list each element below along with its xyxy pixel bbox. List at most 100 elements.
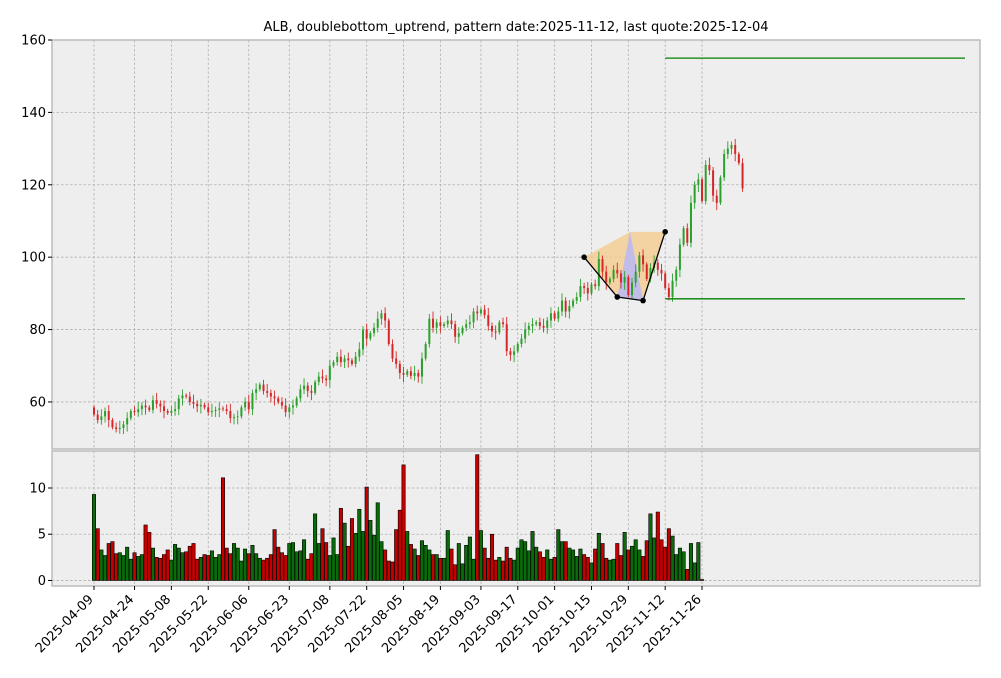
volume-bar: [383, 549, 388, 581]
volume-bar: [644, 540, 649, 581]
volume-bar: [368, 520, 373, 581]
price-panel: [51, 39, 981, 450]
volume-bar: [287, 543, 292, 581]
volume-bar: [338, 508, 343, 581]
volume-bar: [195, 558, 200, 581]
candle-body: [432, 318, 435, 328]
candle-body: [723, 154, 726, 178]
volume-bar: [408, 544, 413, 581]
candle-body: [166, 410, 169, 413]
candle-body: [498, 322, 501, 333]
candle-body: [133, 410, 136, 413]
candle-body: [712, 170, 715, 196]
volume-bar: [342, 522, 347, 581]
volume-bar: [372, 534, 377, 581]
volume-bar: [121, 555, 126, 581]
candle-body: [336, 356, 339, 363]
candle-body: [715, 195, 718, 203]
volume-bar: [416, 555, 421, 581]
candle-body: [623, 277, 626, 283]
candle-body: [317, 376, 320, 383]
volume-bar: [563, 541, 568, 581]
volume-bar: [147, 532, 152, 581]
candle-body: [118, 428, 121, 430]
candle-body: [96, 414, 99, 421]
candle-body: [376, 318, 379, 328]
candle-body: [568, 306, 571, 312]
volume-bar: [434, 554, 439, 581]
candle-body: [280, 401, 283, 406]
candle-body: [258, 384, 261, 390]
volume-bar: [316, 543, 321, 581]
candle-body: [446, 320, 449, 325]
volume-bar: [688, 543, 693, 581]
candle-body: [291, 405, 294, 408]
candle-body: [100, 416, 103, 421]
candlestick-series: [93, 138, 744, 434]
candle-body: [457, 333, 460, 337]
volume-bar: [324, 542, 329, 581]
volume-bar: [578, 548, 583, 581]
candle-body: [273, 396, 276, 399]
volume-bar: [401, 464, 406, 581]
volume-bar: [213, 557, 218, 581]
volume-bar: [512, 559, 517, 581]
volume-bar: [361, 531, 366, 581]
volume-bar: [114, 553, 119, 581]
volume-bar: [666, 528, 671, 581]
candle-body: [310, 391, 313, 393]
volume-bar: [405, 531, 410, 581]
volume-bar: [526, 550, 531, 581]
candle-body: [549, 313, 552, 321]
volume-bar: [235, 547, 240, 581]
candle-body: [303, 385, 306, 390]
volume-bar: [228, 553, 233, 581]
candle-body: [656, 262, 659, 270]
candle-body: [384, 313, 387, 321]
candle-body: [586, 287, 589, 294]
candle-body: [306, 385, 309, 392]
volume-axis: 0 5 10: [29, 481, 52, 589]
volume-bar: [150, 547, 155, 581]
candle-body: [461, 327, 464, 334]
candle-body: [719, 177, 722, 203]
candle-body: [701, 179, 704, 202]
volume-bar: [309, 553, 314, 581]
candle-body: [605, 271, 608, 283]
candle-body: [144, 405, 147, 408]
candle-body: [465, 324, 468, 328]
candle-body: [619, 273, 622, 283]
candle-body: [196, 403, 199, 407]
volume-bar: [696, 542, 701, 581]
volume-bar: [674, 554, 679, 581]
candle-body: [284, 405, 287, 413]
volume-bar: [294, 551, 299, 581]
volume-bar: [464, 545, 469, 581]
volume-bar: [467, 536, 472, 581]
candle-body: [314, 382, 317, 393]
volume-bar: [530, 531, 535, 581]
volume-bar: [346, 545, 351, 581]
candle-body: [277, 398, 280, 402]
volume-bar: [571, 549, 576, 581]
volume-bar: [187, 545, 192, 581]
price-tick-label: 100: [21, 251, 46, 266]
volume-bar: [298, 550, 303, 581]
candle-body: [730, 144, 733, 149]
candle-body: [675, 269, 678, 281]
volume-bar: [353, 532, 358, 581]
candle-body: [170, 410, 173, 413]
candle-body: [502, 322, 505, 325]
candle-body: [612, 269, 615, 279]
volume-bar: [700, 579, 705, 581]
candle-body: [557, 311, 560, 319]
volume-bar: [622, 532, 627, 581]
pattern-overlay: [584, 231, 666, 301]
candle-body: [693, 184, 696, 203]
candle-body: [627, 277, 630, 296]
volume-bar: [132, 552, 137, 581]
candle-body: [225, 409, 228, 411]
volume-bar: [574, 556, 579, 581]
volume-bar: [419, 540, 424, 581]
candle-body: [203, 404, 206, 408]
